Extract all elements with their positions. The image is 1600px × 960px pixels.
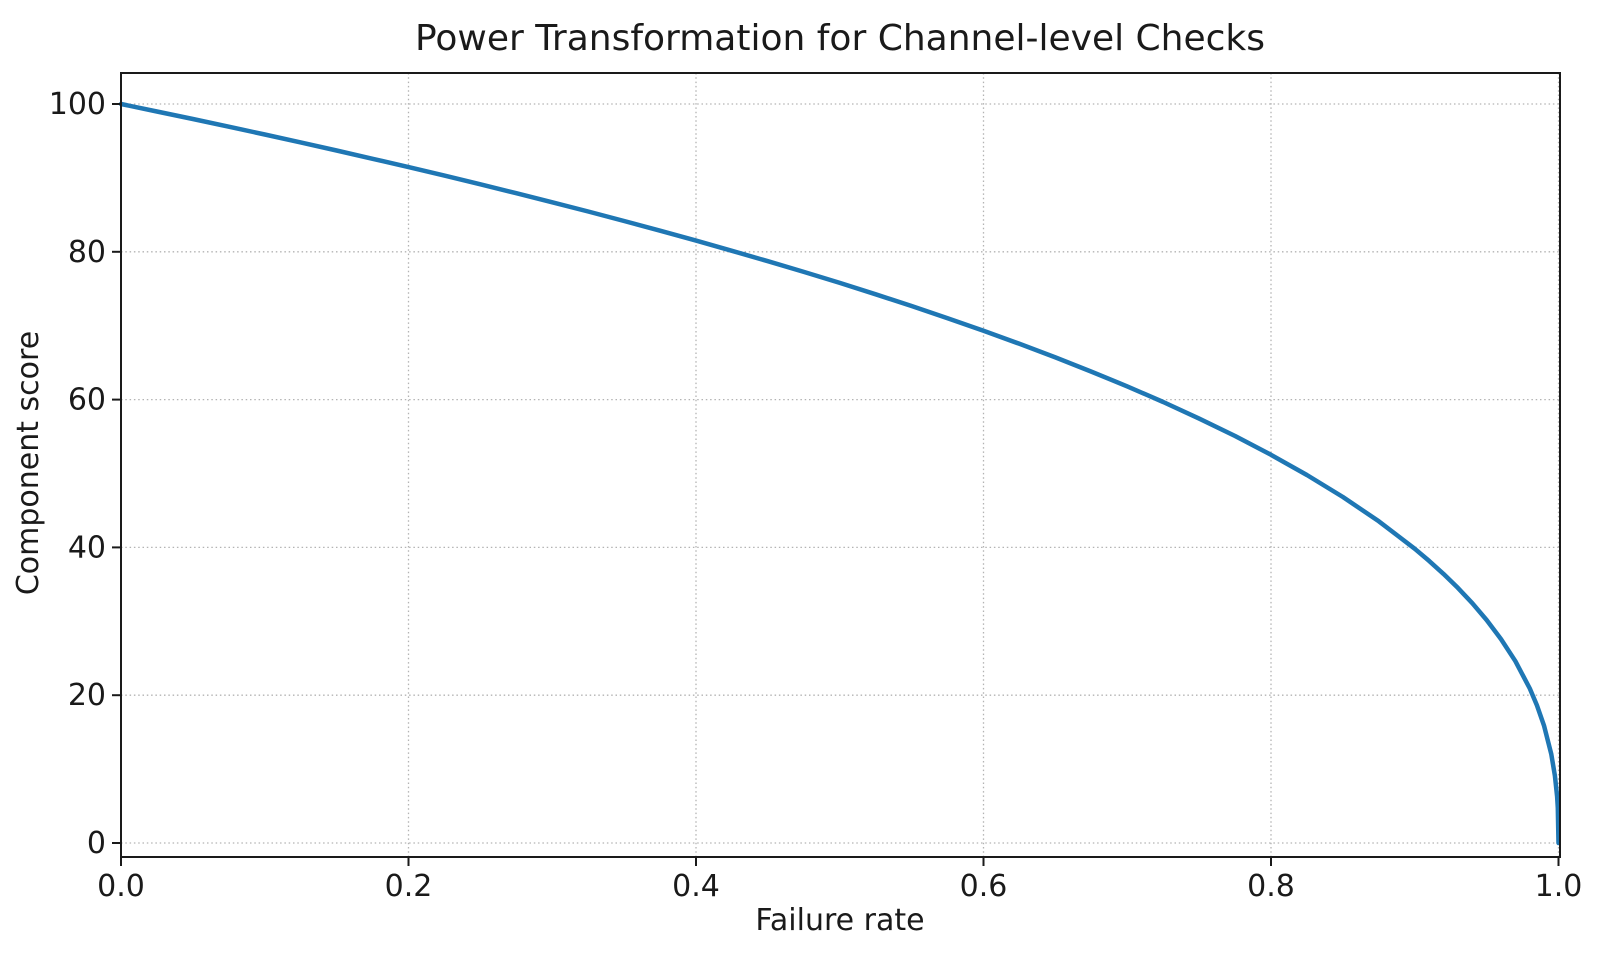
gridlines [120, 73, 1560, 857]
y-tick-label: 0 [87, 826, 106, 861]
chart-title: Power Transformation for Channel-level C… [415, 18, 1265, 59]
x-tick-label: 0.2 [385, 869, 433, 904]
x-tick-label: 0.8 [1247, 869, 1295, 904]
x-tick-label: 0.4 [672, 869, 720, 904]
y-tick-label: 40 [68, 530, 106, 565]
y-tick-label: 60 [68, 383, 106, 418]
axis-ticks [112, 103, 1560, 866]
x-tick-label: 0.0 [97, 869, 145, 904]
x-tick-label: 0.6 [960, 869, 1008, 904]
series-line [118, 101, 1561, 846]
x-tick-labels: 0.0 0.2 0.4 0.6 0.8 1.0 [97, 869, 1582, 904]
x-tick-label: 1.0 [1535, 869, 1583, 904]
y-tick-label: 20 [68, 678, 106, 713]
series-layer [118, 101, 1561, 846]
y-axis-label: Component score [11, 331, 46, 595]
y-tick-label: 80 [68, 235, 106, 270]
y-tick-labels: 0 20 40 60 80 100 [49, 87, 106, 861]
plot-border [120, 72, 1561, 858]
x-axis-label: Failure rate [755, 903, 924, 938]
y-tick-label: 100 [49, 87, 106, 122]
